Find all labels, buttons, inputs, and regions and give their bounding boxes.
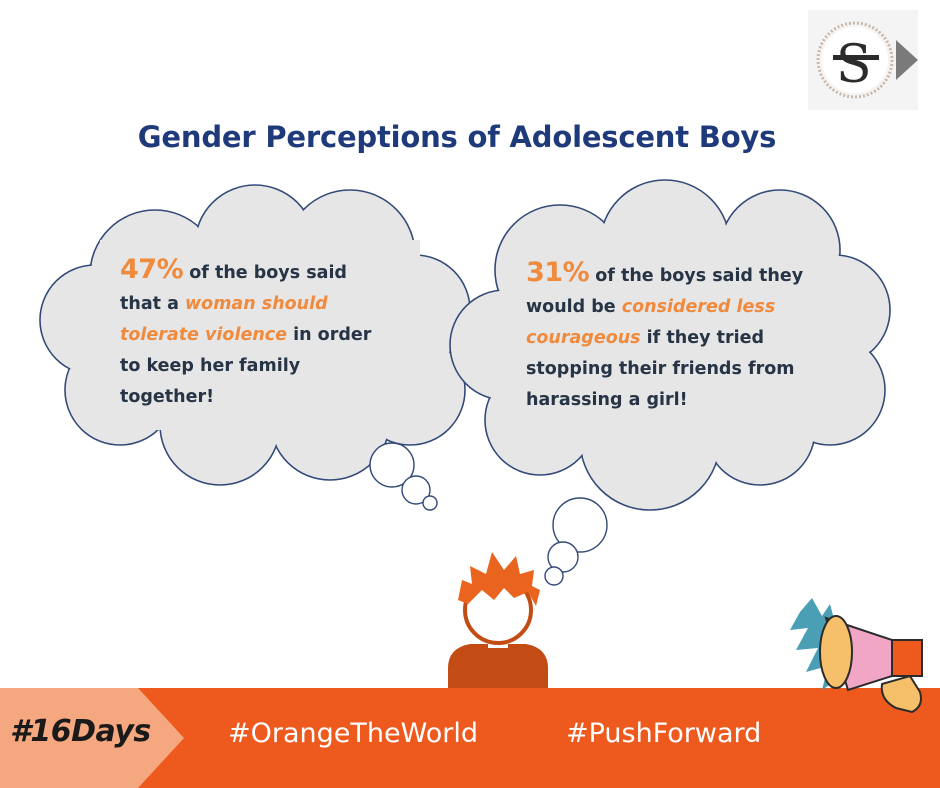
boy-icon: [448, 552, 548, 688]
bubble-right-highlight: considered less courageous: [526, 297, 776, 348]
stat-percent-31: 31%: [526, 257, 590, 288]
footer-bar: [0, 688, 940, 788]
bubble-left-lead: of the boys said that a: [120, 263, 347, 314]
stat-percent-47: 47%: [120, 254, 184, 285]
megaphone-icon: [790, 598, 923, 714]
bubble-right-tail: if they tried stopping their friends fro…: [526, 328, 795, 410]
bubble-right-text: 31% of the boys said they would be consi…: [526, 257, 816, 416]
bubble-right-lead: of the boys said they would be: [526, 266, 804, 317]
bubble-left-highlight: woman should tolerate violence: [120, 294, 328, 345]
bubble-left-tail: in order to keep her family together!: [120, 325, 372, 407]
svg-text:S: S: [836, 35, 872, 95]
hashtag-orange-the-world: #OrangeTheWorld: [228, 718, 478, 749]
bubble-left-text: 47% of the boys said that a woman should…: [120, 254, 390, 413]
monogram-logo: S: [808, 10, 918, 110]
thought-bubble-right: [449, 179, 891, 586]
page-title: Gender Perceptions of Adolescent Boys: [137, 120, 777, 154]
hashtag-push-forward: #PushForward: [566, 718, 762, 749]
thought-bubble-left: [39, 184, 471, 511]
hashtag-16days: #16Days: [10, 714, 151, 749]
